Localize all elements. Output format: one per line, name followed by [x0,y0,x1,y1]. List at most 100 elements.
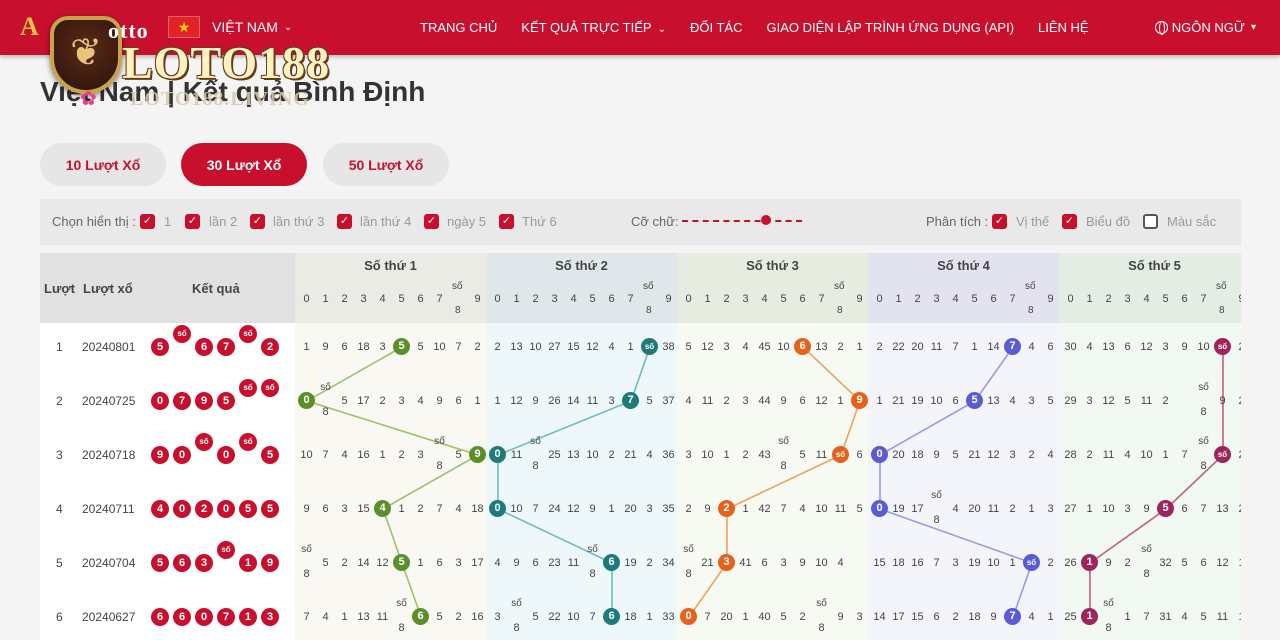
count-cell: 3 [1086,395,1093,407]
tab-50-draws[interactable]: 50 Lượt Xổ [323,143,449,186]
display-option-3: lần thứ 3 [273,214,325,229]
count-cell: 6 [341,341,348,353]
count-cell: 9 [990,611,997,623]
count-cell: 5 [646,395,653,407]
display-checkbox-6[interactable]: ✓ [499,214,514,229]
display-checkbox-3[interactable]: ✓ [250,214,265,229]
language-selector[interactable]: NGÔN NGỮ ▾ [1154,0,1256,55]
row-draw-id[interactable]: 20240725 [82,394,136,408]
digit-header: 1 [895,293,902,305]
count-cell: 1 [1124,611,1131,623]
analysis-option-chart: Biểu đồ [1086,214,1131,229]
count-cell: 4 [837,557,844,569]
count-cell: 5 [417,341,424,353]
result-ball: 2 [261,338,279,356]
hit-marker: 0 [680,608,697,625]
count-cell: 23 [548,557,561,569]
row-draw-id[interactable]: 20240627 [82,610,136,624]
count-so-digit: 8 [532,460,539,472]
result-ball: 6 [173,608,191,626]
analysis-checkbox-position[interactable]: ✓ [992,214,1007,229]
hit-marker: 2 [718,500,735,517]
count-cell: 28 [1064,449,1077,461]
tab-10-draws[interactable]: 10 Lượt Xổ [40,143,166,186]
digit-header: 6 [799,293,806,305]
row-draw-id[interactable]: 20240711 [82,502,135,516]
count-so-label: số [1198,382,1209,393]
count-so-label: số [511,598,522,609]
count-cell: 12 [1216,557,1229,569]
hit-marker: 0 [489,500,506,517]
count-cell: 2 [876,341,883,353]
count-cell: 35 [662,503,675,515]
count-cell: 19 [892,503,905,515]
chevron-down-icon: ⌄ [283,21,293,33]
count-cell: 25 [548,449,561,461]
count-cell: 5 [685,341,692,353]
count-cell: 1 [646,611,653,623]
hit-marker: 9 [851,392,868,409]
hit-marker: 7 [1004,608,1021,625]
site-logo[interactable]: A otto LOTO188 LOTO188.LIVING ✿ [0,10,330,110]
count-cell: 2 [1232,394,1241,408]
display-checkbox-1[interactable]: ✓ [140,214,155,229]
count-so-digit: 8 [780,460,787,472]
count-cell: 9 [513,557,520,569]
nav-api[interactable]: GIAO DIỆN LẬP TRÌNH ỨNG DỤNG (API) [766,20,1015,35]
digit-header: 1 [513,293,520,305]
hit-marker: 3 [718,554,735,571]
result-ball: 5 [261,500,279,518]
analysis-checkbox-chart[interactable]: ✓ [1062,214,1077,229]
nav-home[interactable]: TRANG CHỦ [420,20,498,35]
row-draw-id[interactable]: 20240801 [82,340,136,354]
country-label: VIỆT NAM [212,19,278,35]
digit-header: 7 [1009,293,1016,305]
count-cell: 4 [1028,341,1035,353]
digit-header: 5 [1162,293,1169,305]
count-so-digit: 8 [685,568,692,580]
nav-live-results[interactable]: KẾT QUẢ TRỰC TIẾP ⌄ [521,20,666,35]
row-round: 4 [56,502,63,516]
hit-marker: 0 [298,392,315,409]
count-so-label: số [931,490,942,501]
row-draw-id[interactable]: 20240718 [82,448,136,462]
nav-partners[interactable]: ĐỐI TÁC [689,20,743,35]
count-cell: 7 [455,341,462,353]
display-checkbox-5[interactable]: ✓ [424,214,439,229]
count-cell: 6 [322,503,329,515]
digit-header: 4 [761,293,768,305]
count-cell: 3 [780,557,787,569]
position-group: Số thứ 501234567số89 [1059,253,1241,640]
result-ball: 6 [151,608,169,626]
display-checkbox-2[interactable]: ✓ [185,214,200,229]
count-cell: 4 [685,395,692,407]
analysis-checkbox-color[interactable] [1143,214,1158,229]
count-cell: 10 [529,341,542,353]
country-selector[interactable]: VIỆT NAM ⌄ [168,16,292,38]
display-checkbox-4[interactable]: ✓ [337,214,352,229]
position-group-header: Số thứ 2 0 1 2 3 4 5 6 7 số 8 9 [486,253,677,323]
count-cell: 13 [987,395,1000,407]
row-draw-id[interactable]: 20240704 [82,556,136,570]
count-cell: 2 [742,449,749,461]
result-ball: số [239,433,257,451]
vietnam-flag-icon [168,16,200,38]
count-cell: 10 [1102,503,1115,515]
font-size-slider[interactable] [682,220,802,222]
nav-contact[interactable]: LIÊN HỆ [1038,20,1089,35]
count-cell: 7 [589,611,596,623]
font-size-slider-handle[interactable] [761,215,771,225]
count-cell: 21 [701,557,714,569]
result-ball: số [261,379,279,397]
result-ball: 0 [195,608,213,626]
count-cell: 7 [1181,449,1188,461]
count-cell: 1 [474,395,481,407]
tab-30-draws[interactable]: 30 Lượt Xổ [181,143,307,186]
digit-header-label: số [1216,281,1227,292]
count-cell: 5 [799,449,806,461]
count-cell: 11 [1140,395,1153,407]
count-cell: 11 [930,341,943,353]
result-ball: 3 [261,608,279,626]
count-cell: 5 [1200,611,1207,623]
count-cell: 31 [1159,611,1172,623]
